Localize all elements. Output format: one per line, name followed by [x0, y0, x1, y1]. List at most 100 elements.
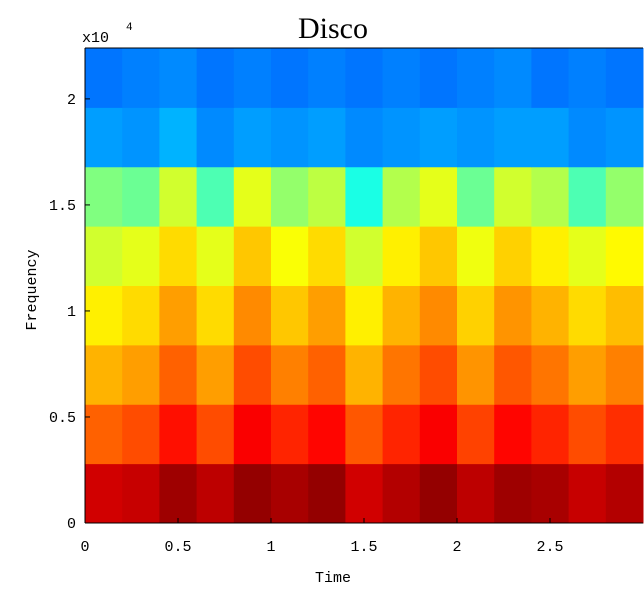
heatmap-cell: [308, 285, 346, 346]
heatmap-cell: [196, 344, 235, 405]
x-tick-label: 0.5: [164, 539, 191, 556]
heatmap-cell: [85, 463, 123, 524]
heatmap-cell: [531, 48, 570, 108]
heatmap-cell: [457, 226, 495, 286]
heatmap-cell: [494, 404, 532, 465]
heatmap-cell: [85, 166, 123, 227]
heatmap-cell: [419, 166, 458, 227]
heatmap-cell: [419, 226, 458, 286]
heatmap-cell: [419, 107, 458, 168]
heatmap-cell: [605, 463, 644, 524]
heatmap-cell: [419, 344, 458, 405]
heatmap-cell: [419, 463, 458, 524]
heatmap-cell: [271, 166, 309, 227]
heatmap-cell: [382, 107, 421, 168]
heatmap-cell: [233, 226, 272, 286]
heatmap-cell: [345, 48, 384, 108]
heatmap-cell: [345, 404, 384, 465]
heatmap-cell: [122, 166, 160, 227]
heatmap-cell: [159, 107, 198, 168]
heatmap-cell: [531, 226, 570, 286]
heatmap-cell: [457, 285, 495, 346]
heatmap-cell: [196, 48, 235, 108]
heatmap-cell: [382, 463, 421, 524]
axes: 0 0.5 1 1.5 2 2.5 0 0.5 1 1.5 2: [49, 47, 643, 556]
heatmap-cell: [419, 48, 458, 108]
heatmap-cell: [271, 344, 309, 405]
heatmap-cell: [568, 166, 607, 227]
heatmap-cell: [308, 166, 346, 227]
heatmap-cell: [494, 107, 532, 168]
y-axis-label: Frequency: [24, 249, 41, 330]
heatmap-cell: [196, 107, 235, 168]
heatmap-cell: [271, 48, 309, 108]
y-tick-label: 1: [67, 304, 76, 321]
heatmap-cell: [345, 463, 384, 524]
heatmap-cell: [419, 285, 458, 346]
y-tick-label: 1.5: [49, 198, 76, 215]
heatmap-cell: [233, 404, 272, 465]
y-multiplier: x10: [82, 30, 109, 47]
heatmap-cell: [457, 344, 495, 405]
heatmap-cell: [159, 48, 198, 108]
heatmap-cell: [233, 107, 272, 168]
heatmap-cell: [494, 48, 532, 108]
heatmap-cell: [85, 226, 123, 286]
heatmap-cell: [605, 285, 644, 346]
heatmap-cell: [494, 463, 532, 524]
heatmap: [85, 48, 644, 524]
heatmap-cell: [457, 404, 495, 465]
heatmap-cell: [85, 404, 123, 465]
x-tick-label: 0: [80, 539, 89, 556]
x-tick-label: 2.5: [536, 539, 563, 556]
heatmap-cell: [605, 166, 644, 227]
heatmap-cell: [457, 107, 495, 168]
heatmap-cell: [122, 404, 160, 465]
heatmap-cell: [568, 463, 607, 524]
heatmap-cell: [159, 285, 198, 346]
heatmap-cell: [233, 166, 272, 227]
heatmap-cell: [308, 404, 346, 465]
heatmap-cell: [122, 226, 160, 286]
heatmap-cell: [531, 404, 570, 465]
heatmap-cell: [457, 166, 495, 227]
heatmap-cell: [196, 166, 235, 227]
heatmap-cell: [233, 344, 272, 405]
heatmap-cell: [122, 463, 160, 524]
heatmap-cell: [531, 166, 570, 227]
x-axis-label: Time: [315, 570, 351, 587]
heatmap-cell: [531, 344, 570, 405]
heatmap-cell: [531, 107, 570, 168]
heatmap-cell: [233, 285, 272, 346]
heatmap-cell: [382, 48, 421, 108]
heatmap-cell: [159, 166, 198, 227]
y-tick-label: 0.5: [49, 410, 76, 427]
heatmap-cell: [271, 463, 309, 524]
heatmap-cell: [568, 48, 607, 108]
heatmap-cell: [382, 226, 421, 286]
y-tick-label: 2: [67, 92, 76, 109]
heatmap-cell: [196, 404, 235, 465]
heatmap-cell: [345, 166, 384, 227]
heatmap-cell: [531, 285, 570, 346]
heatmap-cell: [494, 344, 532, 405]
heatmap-cell: [345, 226, 384, 286]
heatmap-cell: [345, 285, 384, 346]
heatmap-cell: [605, 48, 644, 108]
heatmap-cell: [308, 463, 346, 524]
heatmap-cell: [308, 107, 346, 168]
heatmap-cell: [196, 226, 235, 286]
heatmap-cell: [457, 48, 495, 108]
heatmap-cell: [233, 463, 272, 524]
heatmap-cell: [605, 107, 644, 168]
y-multiplier-exponent: 4: [126, 22, 133, 34]
heatmap-cell: [568, 226, 607, 286]
heatmap-cell: [271, 285, 309, 346]
heatmap-cell: [159, 463, 198, 524]
heatmap-cell: [122, 48, 160, 108]
heatmap-cell: [271, 107, 309, 168]
heatmap-cell: [308, 344, 346, 405]
heatmap-cell: [122, 107, 160, 168]
heatmap-cell: [345, 107, 384, 168]
